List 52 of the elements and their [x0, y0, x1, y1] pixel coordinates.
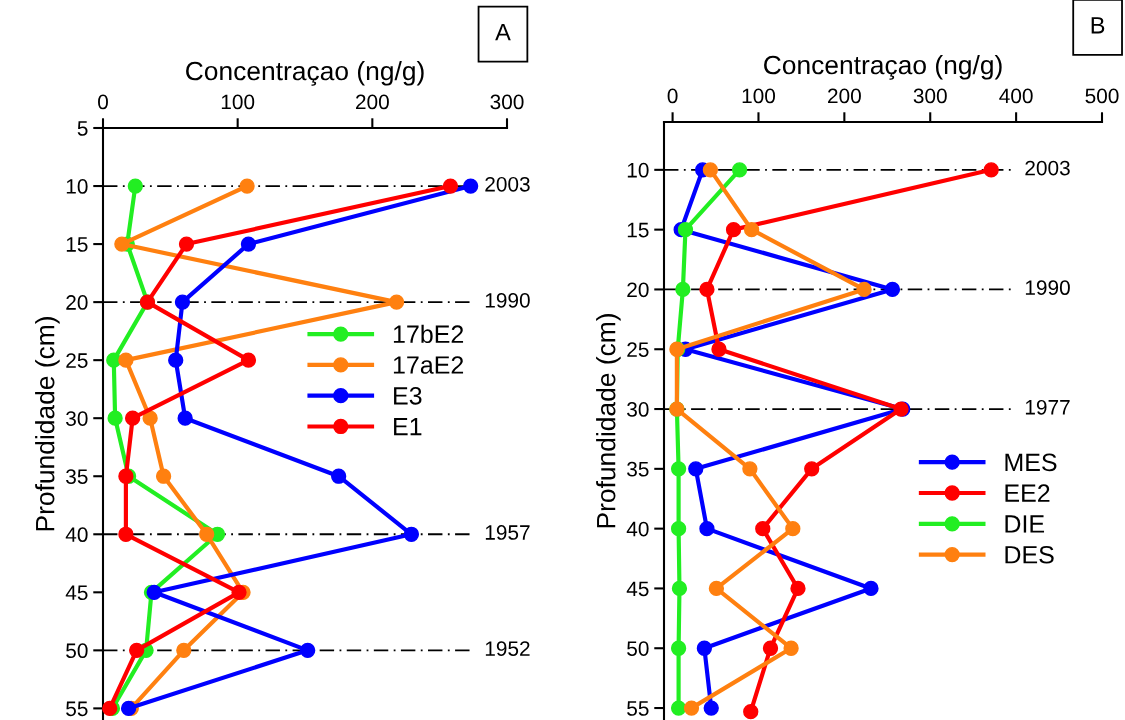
y-tick-label: 35 [66, 469, 88, 484]
text: B [1091, 17, 1105, 34]
y-tick-label: 10 [627, 162, 649, 178]
x-tick-label: 200 [356, 94, 389, 110]
legend-label: EE2 [1005, 484, 1050, 502]
annotation: 1990 [485, 292, 530, 308]
legend-label: E3 [394, 386, 422, 405]
x-tick-label: 300 [913, 88, 947, 104]
y-tick-label: 10 [66, 179, 88, 194]
annotation: 2003 [485, 176, 530, 192]
y-tick-label: 50 [627, 641, 649, 656]
y-tick-label: 55 [627, 701, 649, 716]
text: A [495, 23, 511, 41]
annotation: 1990 [1025, 280, 1070, 296]
y-tick-label: 30 [627, 402, 649, 417]
x-tick-label: 100 [221, 94, 255, 110]
y-tick-label: 5 [77, 121, 88, 136]
y-tick-label: 40 [65, 527, 88, 543]
x-tick-label: 200 [828, 88, 861, 104]
y-tick-label: 15 [627, 222, 649, 238]
annotation: 1977 [1025, 399, 1070, 415]
x-axis-title: Concentraçao (ng/g) [186, 60, 424, 86]
legend-label: DES [1005, 545, 1054, 564]
y-tick-label: 15 [66, 237, 88, 252]
y-tick-label: 45 [65, 585, 88, 601]
x-tick-label: 100 [742, 88, 776, 104]
legend-label: 17aE2 [393, 356, 464, 374]
x-tick-label: 400 [999, 88, 1033, 104]
y-tick-label: 30 [66, 411, 88, 426]
x-tick-label: 500 [1085, 88, 1119, 104]
y-tick-label: 35 [627, 461, 649, 477]
x-tick-label: 0 [98, 94, 108, 110]
y-tick-label: 50 [66, 643, 88, 659]
legend-label: 17bE2 [393, 324, 464, 344]
annotation: 1957 [485, 525, 530, 540]
y-tick-label: 25 [627, 342, 649, 357]
legend-label: DIE [1005, 515, 1045, 533]
y-tick-label: 25 [66, 353, 88, 368]
annotation: 1952 [485, 641, 530, 656]
x-axis-title: Concentraçao (ng/g) [764, 54, 1002, 80]
legend-label: E1 [394, 418, 422, 436]
y-tick-label: 20 [627, 282, 649, 298]
y-tick-label: 45 [626, 581, 649, 597]
y-axis-title: Profundidade (cm) [35, 317, 60, 531]
x-tick-label: 300 [490, 94, 524, 110]
y-axis-title: Profundidade (cm) [596, 314, 621, 528]
x-tick-label: 0 [667, 88, 678, 104]
y-tick-label: 40 [626, 521, 649, 537]
y-tick-label: 20 [66, 295, 88, 310]
annotation: 2003 [1025, 160, 1070, 176]
y-tick-label: 55 [66, 701, 88, 717]
legend-label: MES [1005, 453, 1057, 472]
